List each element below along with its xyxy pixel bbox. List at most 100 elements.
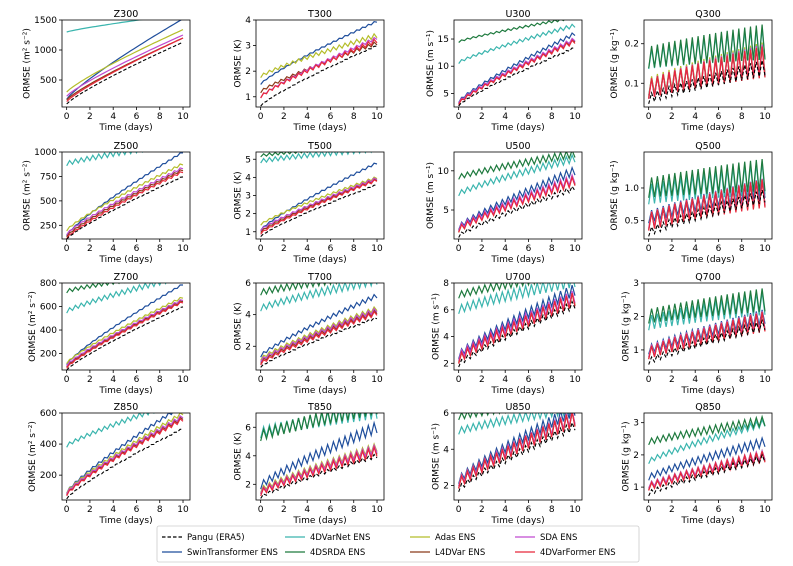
y-axis-label: ORMSE (m s⁻¹) <box>431 293 441 360</box>
legend-label: Adas ENS <box>435 533 476 543</box>
y-tick-label: 0.1 <box>625 79 639 89</box>
x-tick-label: 6 <box>526 375 532 385</box>
x-tick-label: 4 <box>692 244 698 254</box>
y-tick-label: 500 <box>40 76 57 86</box>
series-line-pangu <box>458 300 576 368</box>
x-tick-label: 6 <box>134 375 140 385</box>
x-tick-label: 6 <box>716 505 722 515</box>
y-axis-label: ORMSE (m s⁻¹) <box>426 30 436 97</box>
series-line-swin <box>260 162 378 231</box>
panel-t300: T300 0 2 4 6 8 10 Time (days) 1 2 3 4 ORMSE (K) <box>233 9 385 133</box>
x-tick-label: 10 <box>177 505 189 515</box>
y-tick-label: 5 <box>443 206 449 216</box>
series-line-pangu <box>458 420 576 492</box>
series-line-fdvf <box>66 301 184 369</box>
x-tick-label: 6 <box>328 375 334 385</box>
y-tick-label: 1 <box>633 483 639 493</box>
legend-item-fdvn: 4DVarNet ENS <box>285 533 370 543</box>
series-line-l4dv <box>260 178 378 233</box>
series-line-pangu <box>66 176 184 239</box>
x-tick-label: 10 <box>759 375 771 385</box>
x-tick-label: 4 <box>692 375 698 385</box>
x-tick-label: 0 <box>258 244 264 254</box>
x-axis-label: Time (days) <box>98 386 152 396</box>
series-line-fdvn <box>66 152 149 167</box>
x-tick-label: 10 <box>177 375 189 385</box>
x-tick-label: 10 <box>371 505 383 515</box>
series-line-swin <box>648 435 766 481</box>
x-axis-label: Time (days) <box>680 386 734 396</box>
series-line-fdvf <box>648 451 766 491</box>
series-line-fdvn <box>648 418 766 464</box>
panel-title: Z300 <box>114 9 139 20</box>
series-line-swin <box>458 413 576 485</box>
legend-label: Pangu (ERA5) <box>187 533 245 543</box>
x-tick-label: 2 <box>281 505 287 515</box>
series-group <box>66 152 184 239</box>
x-axis-label: Time (days) <box>490 516 544 526</box>
series-group <box>648 158 766 237</box>
series-line-fdsr <box>458 283 552 299</box>
x-tick-label: 4 <box>502 112 508 122</box>
series-group <box>648 288 766 365</box>
series-line-pangu <box>66 428 183 500</box>
series-line-swin <box>458 32 576 103</box>
x-tick-label: 10 <box>371 112 383 122</box>
panel-title: T300 <box>307 9 332 20</box>
x-tick-label: 4 <box>110 375 116 385</box>
series-line-fdsr <box>458 20 570 43</box>
x-tick-label: 4 <box>304 112 310 122</box>
series-line-sda <box>260 307 378 363</box>
y-tick-label: 400 <box>40 326 57 336</box>
x-tick-label: 10 <box>371 375 383 385</box>
panel-title: T700 <box>307 272 332 283</box>
x-axis-label: Time (days) <box>680 255 734 265</box>
legend-label: 4DSRDA ENS <box>310 548 365 558</box>
legend-label: L4DVar ENS <box>435 548 485 558</box>
x-tick-label: 6 <box>134 244 140 254</box>
panel-title: Z850 <box>114 402 139 413</box>
y-axis-label: ORMSE (K) <box>233 432 243 480</box>
x-tick-label: 8 <box>739 375 745 385</box>
x-tick-label: 0 <box>64 505 70 515</box>
y-tick-label: 15 <box>438 35 449 45</box>
series-line-pangu <box>458 47 576 107</box>
x-tick-label: 0 <box>258 112 264 122</box>
series-group <box>260 21 378 107</box>
x-tick-label: 6 <box>716 112 722 122</box>
x-tick-label: 4 <box>304 375 310 385</box>
series-line-l4dv <box>260 41 378 94</box>
series-line-swin <box>66 284 183 365</box>
series-line-adas <box>66 296 184 364</box>
x-tick-label: 6 <box>526 505 532 515</box>
x-tick-label: 8 <box>351 112 357 122</box>
x-tick-label: 6 <box>328 244 334 254</box>
series-group <box>458 20 576 107</box>
series-line-swin <box>66 152 183 236</box>
series-line-fdvf <box>458 175 576 233</box>
y-tick-label: 6 <box>443 409 449 419</box>
series-group <box>66 413 184 500</box>
x-tick-label: 10 <box>569 112 581 122</box>
plot-frame <box>643 412 773 501</box>
x-tick-label: 6 <box>526 112 532 122</box>
plot-frame <box>61 282 191 371</box>
series-line-fdvn <box>458 153 576 197</box>
legend-item-fdvf: 4DVarFormer ENS <box>515 548 616 558</box>
x-tick-label: 2 <box>669 112 675 122</box>
x-tick-label: 6 <box>134 505 140 515</box>
y-tick-label: 4 <box>245 173 251 183</box>
y-axis-label: ORMSE (g kg⁻¹) <box>610 28 620 98</box>
series-line-fdvf <box>260 38 378 99</box>
series-line-adas <box>648 42 766 97</box>
series-group <box>260 152 378 237</box>
x-tick-label: 6 <box>716 375 722 385</box>
x-tick-label: 4 <box>304 244 310 254</box>
x-tick-label: 2 <box>479 112 485 122</box>
series-line-l4dv <box>66 416 184 496</box>
series-line-fdvn <box>458 413 575 435</box>
series-line-l4dv <box>66 169 184 238</box>
x-tick-label: 10 <box>569 505 581 515</box>
x-tick-label: 8 <box>157 375 163 385</box>
